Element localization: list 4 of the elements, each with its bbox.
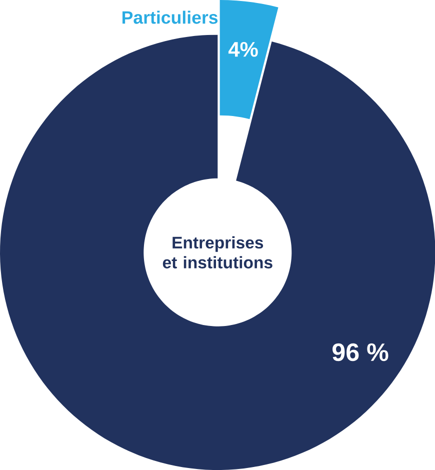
slice-label: Entreprises et institutions [162, 236, 272, 268]
data-label: 96 % [332, 343, 388, 362]
slice-label: Particuliers [122, 10, 218, 24]
data-label: 4% [228, 42, 258, 57]
